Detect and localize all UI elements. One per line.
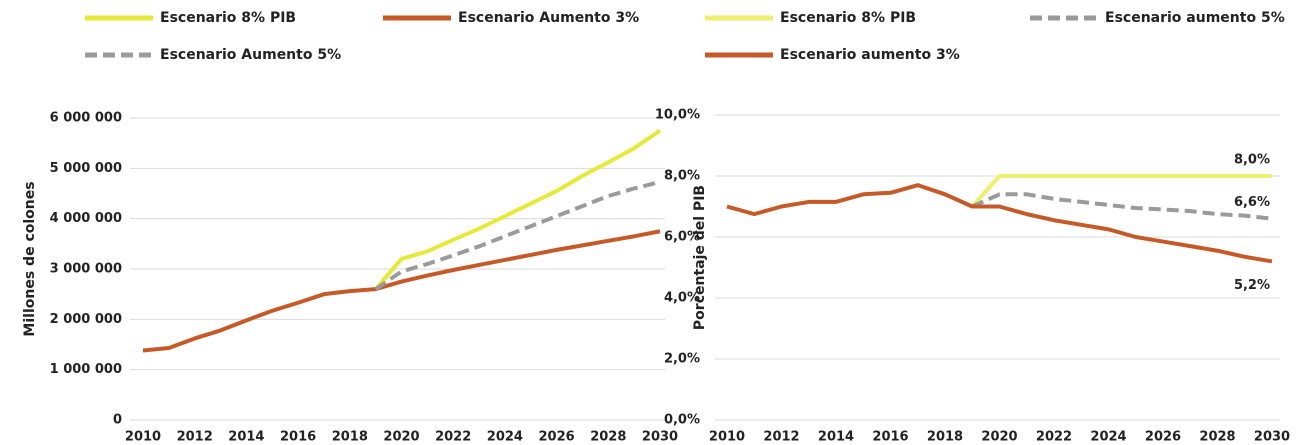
x-tick-label: 2030 bbox=[1254, 430, 1290, 445]
x-tick-label: 2012 bbox=[763, 430, 799, 445]
y-tick-label: 1 000 000 bbox=[50, 362, 122, 377]
y-tick-label: 4 000 000 bbox=[50, 211, 122, 226]
x-tick-label: 2022 bbox=[1036, 430, 1072, 445]
x-tick-label: 2028 bbox=[590, 430, 626, 445]
legend-label: Escenario aumento 3% bbox=[780, 47, 960, 63]
series-line bbox=[971, 192, 1273, 221]
y-tick-label: 5 000 000 bbox=[50, 161, 122, 176]
data-label: 6,6% bbox=[1234, 195, 1270, 210]
x-tick-label: 2016 bbox=[280, 430, 316, 445]
y-tick-label: 2,0% bbox=[664, 352, 700, 367]
x-tick-label: 2020 bbox=[383, 430, 419, 445]
x-tick-label: 2030 bbox=[642, 430, 678, 445]
x-tick-label: 2018 bbox=[927, 430, 963, 445]
y-tick-label: 0,0% bbox=[664, 413, 700, 428]
series-line bbox=[142, 229, 661, 353]
series-line bbox=[970, 174, 1272, 208]
y-tick-label: 2 000 000 bbox=[50, 312, 122, 327]
legend-label: Escenario Aumento 5% bbox=[160, 47, 341, 63]
legend-label: Escenario Aumento 3% bbox=[458, 10, 639, 26]
x-tick-label: 2014 bbox=[818, 430, 854, 445]
data-label: 5,2% bbox=[1234, 278, 1270, 293]
y-tick-label: 6,0% bbox=[664, 230, 700, 245]
y-tick-label: 4,0% bbox=[664, 291, 700, 306]
x-tick-label: 2024 bbox=[487, 430, 523, 445]
y-tick-label: 8,0% bbox=[664, 169, 700, 184]
y-axis-label: Porcentaje del PIB bbox=[692, 185, 708, 330]
legend-label: Escenario aumento 5% bbox=[1105, 10, 1285, 26]
series-line bbox=[374, 179, 661, 291]
y-tick-label: 3 000 000 bbox=[50, 262, 122, 277]
x-tick-label: 2010 bbox=[125, 430, 161, 445]
x-tick-label: 2026 bbox=[1145, 430, 1181, 445]
y-tick-label: 10,0% bbox=[655, 108, 700, 123]
legend-label: Escenario 8% PIB bbox=[160, 10, 296, 26]
x-tick-label: 2010 bbox=[709, 430, 745, 445]
y-tick-label: 0 bbox=[113, 413, 122, 428]
series-line bbox=[726, 183, 1273, 264]
x-tick-label: 2012 bbox=[177, 430, 213, 445]
y-tick-label: 6 000 000 bbox=[50, 111, 122, 126]
x-tick-label: 2022 bbox=[435, 430, 471, 445]
series-line bbox=[374, 128, 662, 291]
y-axis-label: Millones de colones bbox=[22, 181, 38, 336]
x-tick-label: 2016 bbox=[872, 430, 908, 445]
x-tick-label: 2018 bbox=[332, 430, 368, 445]
data-label: 8,0% bbox=[1234, 153, 1270, 168]
x-tick-label: 2024 bbox=[1090, 430, 1126, 445]
x-tick-label: 2020 bbox=[981, 430, 1017, 445]
x-tick-label: 2028 bbox=[1199, 430, 1235, 445]
x-tick-label: 2014 bbox=[228, 430, 264, 445]
legend-label: Escenario 8% PIB bbox=[780, 10, 916, 26]
x-tick-label: 2026 bbox=[539, 430, 575, 445]
